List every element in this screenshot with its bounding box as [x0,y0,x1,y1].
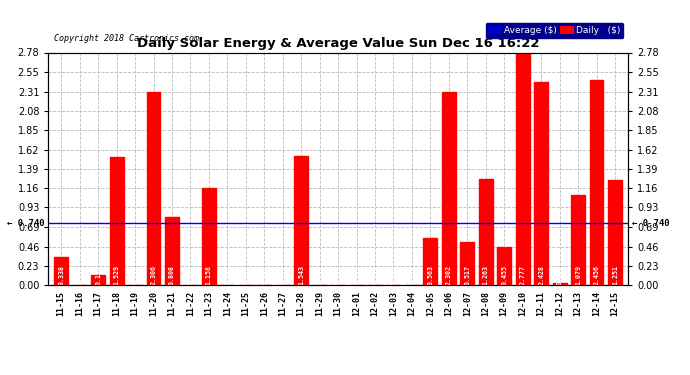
Text: 0.000: 0.000 [243,265,249,285]
Bar [424,238,437,285]
Text: 0.000: 0.000 [353,265,359,285]
Bar [608,180,622,285]
Text: 2.302: 2.302 [446,265,452,285]
Text: 0.455: 0.455 [501,265,507,285]
Text: 1.251: 1.251 [612,265,618,285]
Bar [515,53,530,285]
Bar [294,156,308,285]
Text: 2.777: 2.777 [520,265,526,285]
Title: Daily Solar Energy & Average Value Sun Dec 16 16:22: Daily Solar Energy & Average Value Sun D… [137,37,540,50]
Text: 0.000: 0.000 [391,265,397,285]
Text: 0.000: 0.000 [188,265,193,285]
Bar [165,217,179,285]
Text: 0.000: 0.000 [132,265,138,285]
Bar [55,257,68,285]
Bar [589,80,604,285]
Text: 0.338: 0.338 [58,265,64,285]
Text: 2.428: 2.428 [538,265,544,285]
Legend: Average ($), Daily   ($): Average ($), Daily ($) [486,23,623,38]
Text: 0.116: 0.116 [95,265,101,285]
Bar [534,82,548,285]
Text: 1.263: 1.263 [483,265,489,285]
Text: ← 0.740: ← 0.740 [632,219,670,228]
Text: 0.000: 0.000 [262,265,267,285]
Text: ← 0.740: ← 0.740 [6,219,44,228]
Bar [146,92,161,285]
Text: 0.563: 0.563 [427,265,433,285]
Text: 0.000: 0.000 [224,265,230,285]
Text: 1.543: 1.543 [298,265,304,285]
Text: 0.517: 0.517 [464,265,471,285]
Bar [460,242,474,285]
Text: 0.029: 0.029 [557,265,562,285]
Text: 0.000: 0.000 [372,265,378,285]
Bar [110,157,124,285]
Bar [553,283,566,285]
Bar [479,179,493,285]
Bar [91,275,105,285]
Text: 1.158: 1.158 [206,265,212,285]
Text: 0.000: 0.000 [317,265,323,285]
Text: 2.306: 2.306 [150,265,157,285]
Text: 0.000: 0.000 [279,265,286,285]
Text: 0.000: 0.000 [77,265,83,285]
Text: 0.000: 0.000 [409,265,415,285]
Text: 2.456: 2.456 [593,265,600,285]
Bar [202,188,216,285]
Text: 0.808: 0.808 [169,265,175,285]
Text: 1.079: 1.079 [575,265,581,285]
Bar [442,93,456,285]
Bar [497,247,511,285]
Bar [571,195,585,285]
Text: 1.529: 1.529 [114,265,119,285]
Text: 0.000: 0.000 [335,265,341,285]
Text: Copyright 2018 Cartronics.com: Copyright 2018 Cartronics.com [54,34,199,43]
